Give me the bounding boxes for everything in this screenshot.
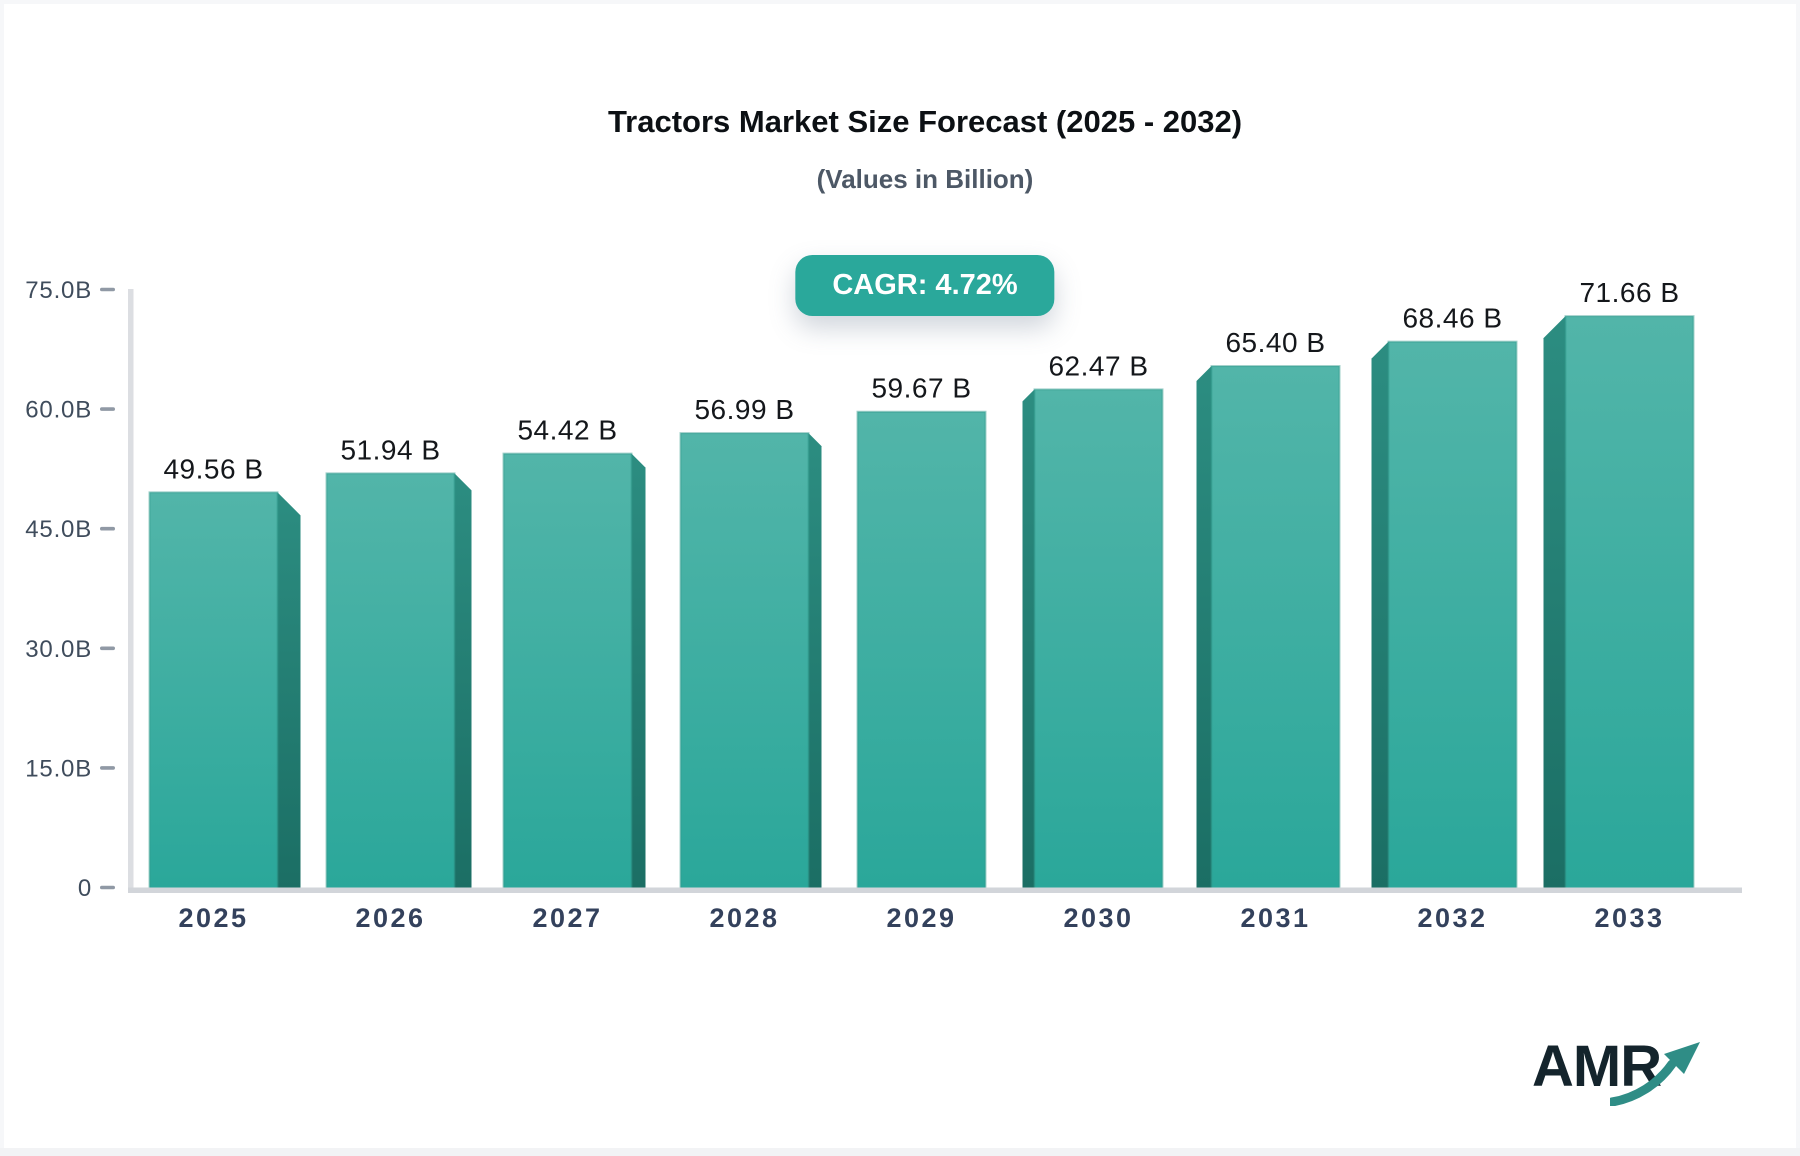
- x-category-label-2028: 2028: [709, 903, 779, 933]
- bar-value-label: 62.47 B: [1048, 350, 1148, 381]
- bar-value-label: 65.40 B: [1225, 327, 1325, 358]
- bar-side-face: [1196, 366, 1212, 891]
- x-category-label-2029: 2029: [886, 903, 956, 933]
- bar-2025[interactable]: [148, 491, 279, 892]
- y-tick: [100, 287, 115, 292]
- bar-value-label: 54.42 B: [517, 415, 617, 446]
- x-category-label-2031: 2031: [1240, 903, 1310, 933]
- x-category-label-2026: 2026: [355, 903, 425, 933]
- bar-group-2025: 49.56 B: [148, 453, 301, 892]
- growth-arrow-icon: [1610, 1042, 1700, 1106]
- bar-2030[interactable]: [1033, 388, 1164, 892]
- bar-value-label: 71.66 B: [1579, 277, 1679, 308]
- x-category-label-2027: 2027: [532, 903, 602, 933]
- y-tick-label: 45.0B: [25, 516, 92, 543]
- bar-side-face: [277, 492, 301, 891]
- bar-2032[interactable]: [1387, 340, 1518, 892]
- bar-group-2029: 59.67 B: [856, 373, 987, 892]
- bar-2027[interactable]: [502, 452, 633, 892]
- y-tick-label: 15.0B: [25, 755, 92, 782]
- bar-value-label: 56.99 B: [694, 394, 794, 425]
- cagr-badge: CAGR: 4.72%: [795, 255, 1055, 316]
- x-category-label-2033: 2033: [1594, 903, 1664, 933]
- bar-side-face: [1022, 389, 1035, 891]
- bar-side-face: [454, 473, 472, 891]
- y-tick-label: 30.0B: [25, 636, 92, 663]
- bar-group-2033: 71.66 B: [1543, 277, 1695, 892]
- bar-value-label: 59.67 B: [871, 373, 971, 404]
- bar-group-2027: 54.42 B: [502, 415, 646, 892]
- bar-group-2026: 51.94 B: [325, 434, 472, 892]
- x-category-label-2032: 2032: [1417, 903, 1487, 933]
- bar-side-face: [808, 433, 822, 891]
- bar-side-face: [631, 453, 646, 891]
- bar-2031[interactable]: [1210, 365, 1341, 892]
- bar-value-label: 51.94 B: [340, 434, 440, 465]
- amr-logo: AMR: [1532, 1036, 1732, 1116]
- y-tick: [100, 766, 115, 770]
- y-tick: [100, 646, 115, 651]
- y-tick: [100, 885, 115, 890]
- bar-side-face: [1371, 341, 1389, 891]
- y-tick: [100, 526, 115, 531]
- y-tick: [100, 407, 115, 411]
- y-tick-label: 75.0B: [25, 277, 92, 304]
- x-category-label-2030: 2030: [1063, 903, 1133, 933]
- y-tick-label: 60.0B: [25, 397, 92, 424]
- bar-group-2031: 65.40 B: [1196, 327, 1341, 892]
- bar-2026[interactable]: [325, 472, 456, 892]
- bar-value-label: 49.56 B: [163, 453, 263, 484]
- bar-2029[interactable]: [856, 410, 987, 892]
- bar-group-2032: 68.46 B: [1371, 303, 1518, 892]
- bar-2033[interactable]: [1564, 315, 1695, 892]
- y-axis-line: [128, 289, 134, 893]
- bar-group-2030: 62.47 B: [1022, 350, 1164, 892]
- bar-value-label: 68.46 B: [1402, 303, 1502, 334]
- arrow-head: [1664, 1042, 1700, 1074]
- chart-title: Tractors Market Size Forecast (2025 - 20…: [607, 104, 1243, 139]
- x-category-label-2025: 2025: [178, 903, 248, 933]
- bar-group-2028: 56.99 B: [679, 394, 822, 892]
- bar-2028[interactable]: [679, 432, 810, 892]
- arrow-swoosh: [1610, 1059, 1677, 1106]
- chart-subtitle: (Values in Billion): [816, 164, 1034, 194]
- y-tick-label: 0: [78, 875, 92, 902]
- x-axis-line: [128, 887, 1742, 893]
- bar-side-face: [1543, 316, 1566, 891]
